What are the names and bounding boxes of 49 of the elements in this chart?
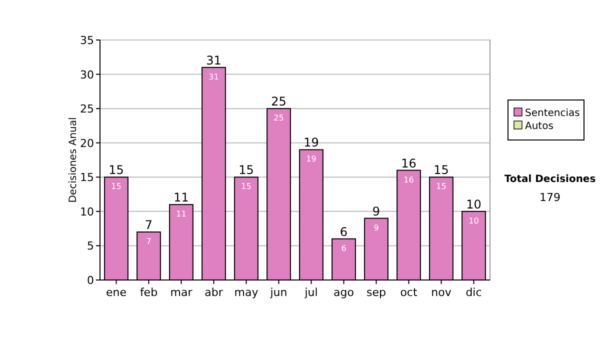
x-tick-label: ago — [334, 286, 354, 299]
y-tick-label: 30 — [80, 68, 94, 82]
data-label: 6 — [341, 244, 346, 253]
total-label: 31 — [206, 53, 222, 68]
total-label: 15 — [238, 163, 254, 178]
total-label: 6 — [340, 224, 348, 239]
data-label: 15 — [436, 182, 446, 192]
total-label: 11 — [174, 190, 189, 205]
total-label: 16 — [401, 156, 416, 170]
x-tick-label: nov — [431, 286, 452, 299]
y-tick-label: 10 — [80, 205, 94, 218]
total-label: 15 — [108, 163, 124, 178]
total-label: 7 — [144, 218, 153, 232]
legend-label: Sentencias — [525, 108, 580, 119]
y-tick-label: 20 — [80, 136, 94, 150]
x-tick-label: abr — [204, 286, 224, 299]
data-label: 10 — [468, 216, 479, 226]
x-tick-label: ene — [106, 286, 127, 299]
data-label: 11 — [176, 210, 186, 219]
text: 179 — [540, 191, 560, 204]
data-label: 16 — [404, 175, 414, 184]
text: Total Decisiones — [504, 174, 596, 185]
x-tick-label: dic — [466, 286, 482, 299]
x-tick-label: jun — [269, 286, 288, 299]
data-label: 9 — [374, 223, 379, 232]
total-label: 9 — [372, 204, 380, 218]
total-label: 19 — [304, 136, 319, 150]
legend-label: Autos — [525, 121, 554, 132]
total-label: 15 — [434, 163, 449, 178]
y-tick-label: 5 — [87, 240, 94, 253]
data-label: 15 — [241, 182, 252, 192]
x-tick-label: jul — [304, 286, 318, 299]
y-tick-label: 0 — [87, 274, 94, 287]
x-tick-label: may — [234, 286, 259, 299]
x-tick-label: sep — [366, 286, 386, 299]
data-label: 25 — [274, 114, 284, 123]
data-label: 15 — [111, 182, 122, 192]
total-label: 25 — [271, 94, 286, 109]
y-tick-label: 25 — [80, 102, 94, 116]
total-label: 10 — [466, 197, 482, 212]
x-tick-label: oct — [400, 286, 418, 299]
data-label: 31 — [208, 72, 219, 82]
y-tick-label: 35 — [80, 34, 94, 47]
y-axis-title: Decisiones Anual — [68, 117, 79, 203]
y-tick-label: 15 — [80, 171, 94, 184]
x-tick-label: feb — [140, 286, 158, 299]
x-tick-label: mar — [170, 286, 193, 299]
data-label: 7 — [146, 237, 152, 246]
data-label: 19 — [306, 154, 316, 164]
